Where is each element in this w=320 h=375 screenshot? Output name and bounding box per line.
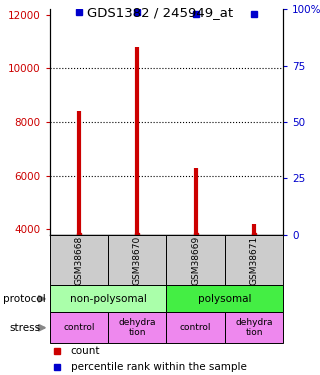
Text: GSM38671: GSM38671 bbox=[250, 236, 259, 285]
Bar bbox=[50, 312, 108, 343]
Text: control: control bbox=[180, 323, 211, 332]
Bar bbox=[108, 235, 166, 285]
Bar bbox=[225, 312, 283, 343]
Text: control: control bbox=[63, 323, 94, 332]
Bar bbox=[50, 235, 108, 285]
Text: GSM38670: GSM38670 bbox=[133, 236, 142, 285]
Bar bbox=[50, 285, 166, 312]
Text: GSM38668: GSM38668 bbox=[74, 236, 83, 285]
Bar bbox=[225, 235, 283, 285]
Text: percentile rank within the sample: percentile rank within the sample bbox=[71, 362, 246, 372]
Text: count: count bbox=[71, 346, 100, 356]
Bar bbox=[166, 235, 225, 285]
Text: dehydra
tion: dehydra tion bbox=[118, 318, 156, 338]
Bar bbox=[166, 312, 225, 343]
Text: GSM38669: GSM38669 bbox=[191, 236, 200, 285]
Text: non-polysomal: non-polysomal bbox=[69, 294, 147, 304]
Text: stress: stress bbox=[9, 323, 40, 333]
Bar bbox=[166, 285, 283, 312]
Text: protocol: protocol bbox=[4, 294, 46, 304]
Text: dehydra
tion: dehydra tion bbox=[235, 318, 273, 338]
Bar bbox=[108, 312, 166, 343]
Text: GDS1382 / 245949_at: GDS1382 / 245949_at bbox=[87, 6, 233, 19]
Text: polysomal: polysomal bbox=[198, 294, 252, 304]
